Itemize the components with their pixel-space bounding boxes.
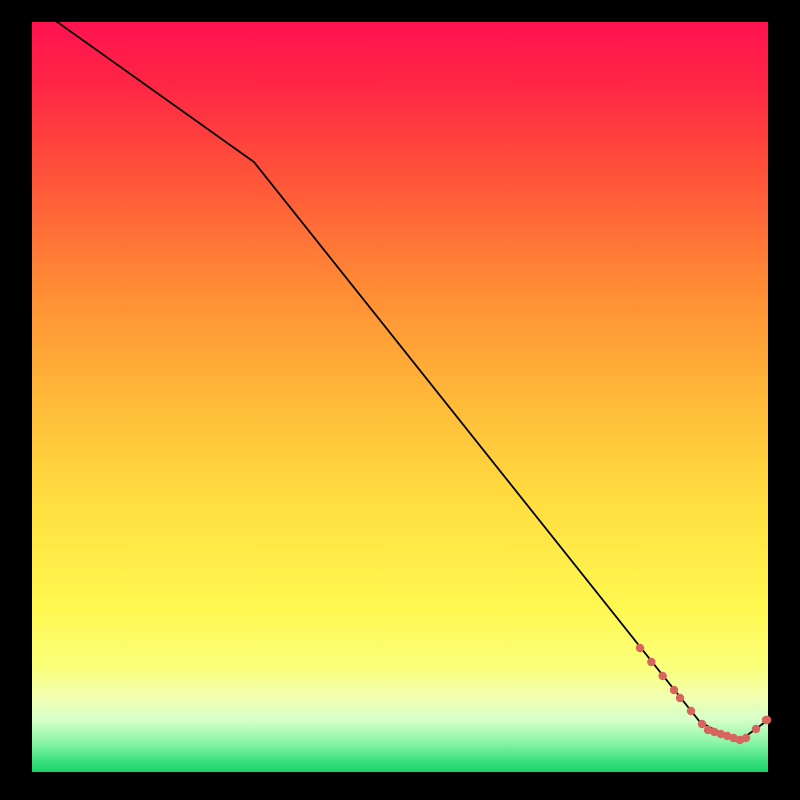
data-marker [742,734,750,742]
data-marker [752,725,760,733]
chart-svg [0,0,800,800]
data-marker [636,644,644,652]
data-marker [687,707,695,715]
plot-background [32,22,768,772]
data-marker [647,658,655,666]
data-marker [763,716,771,724]
data-marker [658,672,666,680]
data-marker [698,720,706,728]
data-marker [670,686,678,694]
data-marker [676,694,684,702]
